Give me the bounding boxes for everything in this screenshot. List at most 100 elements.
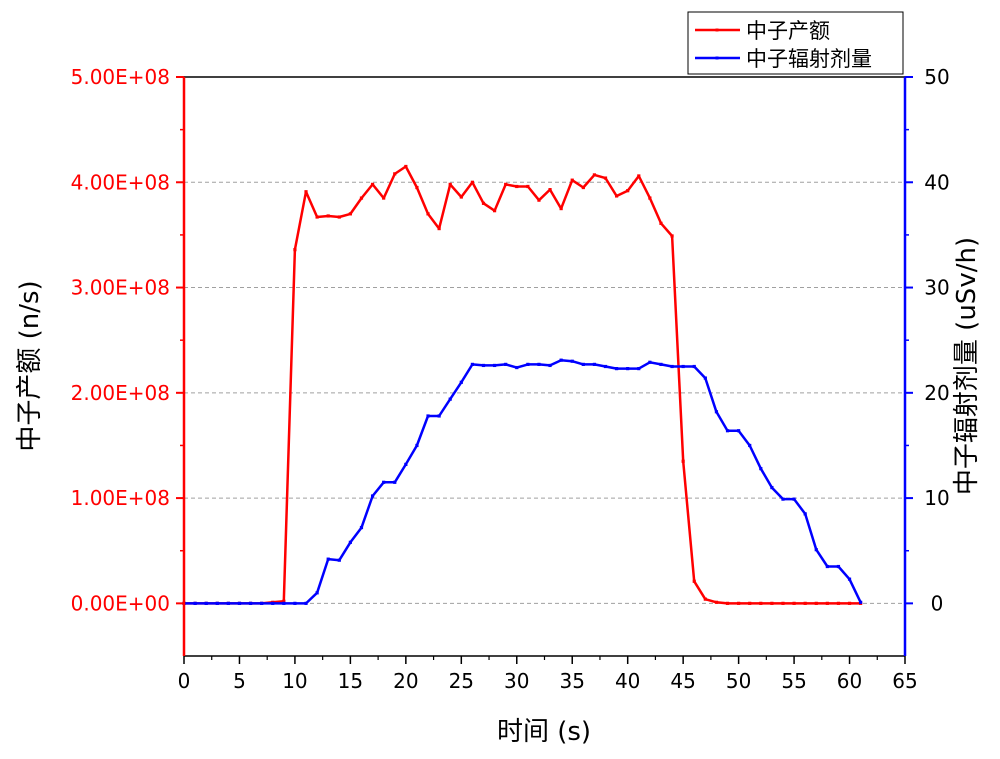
data-point-dose [548, 363, 552, 368]
data-point-yield [759, 601, 763, 605]
data-point-dose [226, 601, 230, 605]
data-point-dose [504, 362, 508, 366]
data-point-dose [393, 480, 397, 484]
grid-layer [184, 181, 905, 604]
y-left-tick-label: 2.00E+08 [71, 381, 170, 405]
data-point-dose [770, 485, 774, 490]
x-tick-label: 25 [449, 669, 474, 693]
series-line-yield [184, 165, 861, 605]
data-point-dose [559, 358, 563, 362]
data-point-dose [459, 380, 463, 384]
ticks-layer: 0 5 10 15 20 25 30 35 40 45 50 55 60 65 0.00E+00 1.00E+… [71, 65, 950, 693]
data-point-dose [326, 557, 330, 561]
x-tick-label: 15 [338, 669, 363, 693]
data-point-yield [404, 164, 408, 169]
x-tick-label: 50 [726, 669, 751, 693]
data-point-yield [781, 601, 785, 605]
data-point-yield [393, 172, 397, 176]
data-point-yield [626, 189, 630, 193]
x-tick-label: 60 [837, 669, 862, 693]
data-point-dose [404, 462, 408, 467]
data-point-yield [681, 459, 685, 463]
x-tick-label: 40 [615, 669, 640, 693]
data-point-yield [382, 196, 386, 200]
data-point-dose [537, 362, 541, 366]
legend-box [687, 11, 904, 75]
y-left-axis-title: 中子产额 (n/s) [15, 280, 45, 451]
data-point-yield [470, 180, 474, 184]
y-right-tick-label: 30 [924, 276, 949, 300]
data-point-dose [581, 362, 585, 366]
data-point-yield [548, 188, 552, 192]
data-point-dose [448, 397, 452, 401]
data-point-yield [792, 601, 796, 605]
data-point-dose [825, 564, 829, 569]
data-point-yield [692, 579, 696, 583]
x-tick-label: 5 [233, 669, 246, 693]
data-point-dose [615, 367, 619, 371]
y-left-tick-label: 4.00E+08 [71, 170, 170, 194]
x-tick-label: 65 [892, 669, 917, 693]
data-point-dose [370, 494, 375, 498]
data-point-dose [248, 601, 253, 605]
x-tick-label: 20 [393, 669, 418, 693]
data-point-dose [659, 362, 663, 366]
data-point-dose [714, 410, 719, 414]
data-point-yield [415, 185, 419, 190]
x-tick-label: 30 [504, 669, 529, 693]
data-point-dose [492, 363, 497, 368]
data-point-dose [526, 362, 530, 366]
data-point-dose [415, 443, 419, 448]
data-point-dose [847, 577, 852, 581]
data-point-yield [637, 174, 641, 178]
data-point-yield [714, 600, 719, 604]
data-point-dose [692, 364, 696, 369]
x-tick-label: 10 [282, 669, 307, 693]
legend-label-dose: 中子辐射剂量 [746, 47, 872, 71]
data-point-yield [370, 182, 375, 186]
data-point-dose [271, 601, 275, 605]
data-point-yield [481, 201, 486, 205]
data-point-yield [615, 194, 619, 198]
data-point-dose [792, 497, 796, 501]
data-point-yield [504, 182, 508, 186]
data-point-dose [304, 601, 308, 605]
data-point-yield [592, 173, 597, 177]
x-axis-title: 时间 (s) [497, 717, 591, 747]
y-left-tick-label: 1.00E+08 [71, 486, 170, 510]
data-point-dose [759, 467, 763, 471]
data-point-dose [814, 548, 818, 552]
data-point-yield [847, 601, 852, 605]
data-point-dose [470, 362, 474, 366]
data-point-yield [670, 234, 674, 238]
data-point-dose [437, 414, 441, 418]
data-point-yield [737, 601, 741, 605]
data-point-dose [803, 512, 807, 516]
data-point-dose [670, 364, 674, 369]
data-point-dose [282, 601, 286, 605]
data-point-yield [836, 601, 841, 605]
y-right-tick-label: 50 [924, 65, 949, 89]
data-point-yield [315, 215, 319, 219]
data-point-yield [581, 185, 585, 190]
y-right-tick-label: 10 [924, 486, 949, 510]
x-tick-label: 35 [560, 669, 585, 693]
data-point-yield [559, 206, 563, 211]
data-point-dose [570, 359, 574, 363]
data-point-dose [737, 429, 741, 433]
data-point-yield [814, 601, 818, 605]
data-point-yield [326, 214, 330, 218]
y-left-tick-label: 0.00E+00 [71, 591, 170, 615]
data-point-yield [659, 221, 663, 225]
data-point-yield [825, 601, 829, 605]
data-point-yield [748, 601, 752, 605]
data-point-dose [703, 376, 707, 380]
x-tick-label: 55 [781, 669, 806, 693]
data-point-dose [648, 360, 652, 364]
series-layer [182, 164, 863, 605]
data-point-dose [681, 364, 685, 369]
data-point-dose [359, 525, 364, 530]
x-tick-label: 45 [670, 669, 695, 693]
data-point-yield [570, 178, 574, 182]
